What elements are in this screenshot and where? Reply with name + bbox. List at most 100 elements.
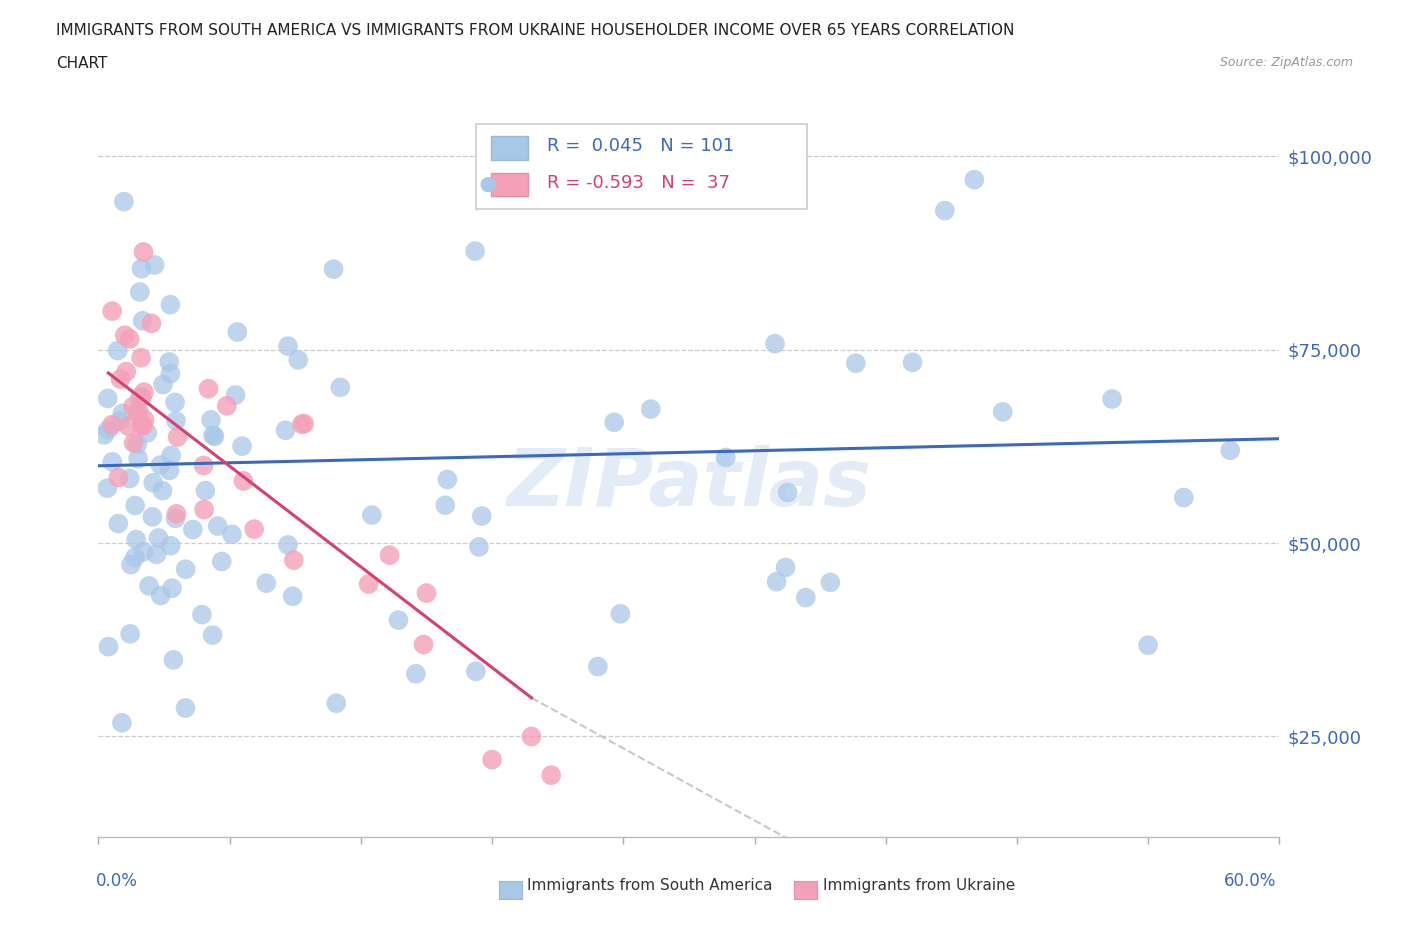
FancyBboxPatch shape	[491, 136, 529, 160]
Point	[117, 418, 139, 433]
Point	[322, 261, 344, 276]
Point	[415, 586, 437, 601]
Point	[132, 245, 155, 259]
Point	[118, 331, 141, 346]
Point	[165, 511, 187, 525]
Point	[128, 390, 150, 405]
Point	[291, 417, 314, 432]
Point	[174, 700, 197, 715]
Point	[609, 606, 631, 621]
Point	[108, 414, 131, 429]
Point	[901, 355, 924, 370]
Point	[132, 544, 155, 559]
Point	[118, 472, 141, 486]
Point	[115, 365, 138, 379]
Point	[287, 352, 309, 367]
Point	[201, 428, 224, 443]
Point	[97, 639, 120, 654]
Point	[141, 510, 163, 525]
Text: Source: ZipAtlas.com: Source: ZipAtlas.com	[1219, 56, 1353, 69]
Point	[1101, 392, 1123, 406]
Point	[274, 423, 297, 438]
Point	[111, 405, 134, 420]
Point	[149, 458, 172, 472]
Point	[111, 715, 134, 730]
Point	[101, 418, 124, 432]
Point	[283, 552, 305, 567]
Point	[132, 385, 155, 400]
Point	[204, 429, 226, 444]
Text: 0.0%: 0.0%	[96, 872, 138, 890]
Point	[387, 613, 409, 628]
Point	[166, 430, 188, 445]
Point	[934, 203, 956, 218]
Point	[226, 325, 249, 339]
Point	[107, 516, 129, 531]
Point	[159, 538, 181, 553]
Point	[157, 354, 180, 369]
Point	[464, 244, 486, 259]
Point	[159, 366, 181, 381]
Point	[143, 258, 166, 272]
Point	[166, 507, 188, 522]
Point	[122, 435, 145, 450]
Point	[125, 532, 148, 547]
Point	[138, 578, 160, 593]
Point	[215, 398, 238, 413]
Point	[107, 470, 129, 485]
Point	[127, 437, 149, 452]
Point	[586, 659, 609, 674]
Point	[128, 285, 150, 299]
Point	[360, 508, 382, 523]
Point	[225, 388, 247, 403]
Point	[765, 575, 787, 590]
Point	[134, 412, 156, 427]
Point	[165, 413, 187, 428]
Point	[325, 696, 347, 711]
Point	[152, 484, 174, 498]
Point	[159, 463, 181, 478]
Point	[207, 519, 229, 534]
Point	[97, 422, 120, 437]
Point	[991, 405, 1014, 419]
Point	[640, 402, 662, 417]
Point	[149, 588, 172, 603]
Point	[357, 577, 380, 591]
Point	[162, 652, 184, 667]
FancyBboxPatch shape	[477, 125, 807, 209]
Text: Immigrants from South America: Immigrants from South America	[527, 878, 773, 893]
Point	[174, 562, 197, 577]
Text: CHART: CHART	[56, 56, 108, 71]
Point	[714, 450, 737, 465]
Point	[107, 343, 129, 358]
Point	[132, 418, 155, 432]
Point	[131, 390, 153, 405]
Point	[211, 554, 233, 569]
Point	[127, 405, 149, 419]
Point	[277, 339, 299, 353]
Point	[281, 589, 304, 604]
Point	[200, 412, 222, 427]
Point	[93, 428, 115, 443]
Point	[520, 729, 543, 744]
Point	[201, 628, 224, 643]
Point	[131, 418, 153, 433]
Point	[254, 576, 277, 591]
FancyBboxPatch shape	[491, 173, 529, 196]
Text: R =  0.045   N = 101: R = 0.045 N = 101	[547, 138, 734, 155]
Point	[142, 475, 165, 490]
Point	[148, 530, 170, 545]
Point	[193, 502, 215, 517]
Text: 60.0%: 60.0%	[1225, 872, 1277, 890]
Point	[160, 580, 183, 595]
Point	[603, 415, 626, 430]
Point	[464, 664, 486, 679]
Point	[737, 923, 759, 930]
Point	[434, 498, 457, 512]
Point	[540, 767, 562, 782]
Point	[794, 591, 817, 605]
Point	[136, 425, 159, 440]
Point	[97, 391, 120, 405]
Point	[243, 522, 266, 537]
Point	[194, 484, 217, 498]
